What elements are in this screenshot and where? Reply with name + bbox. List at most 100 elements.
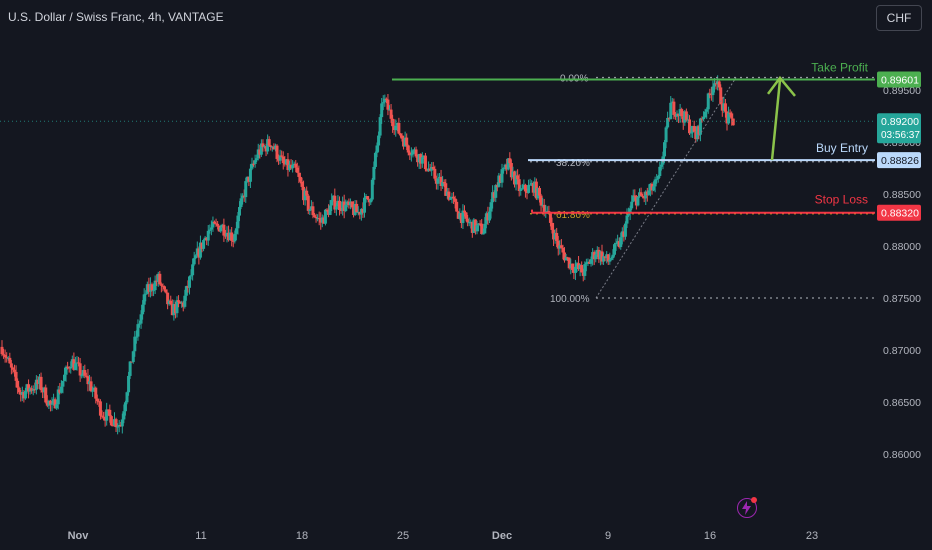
candle-body — [44, 387, 48, 403]
candle-body — [550, 222, 554, 230]
candle-body — [191, 264, 195, 276]
candle-body — [236, 215, 240, 229]
candle-body — [455, 201, 459, 212]
candle-body — [294, 163, 298, 168]
candle-body — [2, 354, 6, 356]
candle-body — [442, 181, 446, 184]
candle-body — [120, 419, 124, 427]
candle-body — [344, 204, 348, 211]
candle-body — [83, 370, 87, 376]
candle-body — [608, 259, 612, 262]
candle-body — [11, 367, 15, 370]
candle-body — [303, 190, 307, 201]
projection-arrow-head — [767, 75, 796, 97]
candle-body — [408, 152, 412, 156]
candle-body — [375, 145, 379, 153]
candle-body — [705, 109, 709, 112]
x-tick-label: 9 — [605, 530, 611, 542]
candle-body — [223, 235, 227, 237]
candle-body — [205, 237, 209, 241]
currency-button[interactable]: CHF — [876, 5, 922, 31]
candle-body — [445, 191, 449, 196]
candle-body — [266, 139, 270, 152]
candle-body — [47, 400, 51, 406]
candle-body — [708, 93, 712, 95]
stop-loss-price-badge — [877, 204, 921, 221]
candle-body — [528, 184, 532, 186]
candle-body — [575, 263, 579, 267]
candle-body — [298, 176, 302, 182]
candle-body — [186, 286, 190, 288]
projection-arrow-shaft — [770, 79, 782, 161]
candle-body — [27, 384, 31, 392]
candle-body — [66, 366, 70, 368]
lightning-icon[interactable] — [737, 497, 757, 518]
candle-body — [580, 265, 584, 273]
candle-body — [567, 257, 571, 269]
candle-body — [277, 158, 281, 161]
candle-body — [559, 245, 563, 248]
fib-trendline — [595, 77, 737, 299]
candle-body — [683, 111, 687, 123]
candle-body — [59, 386, 63, 393]
fib-level-label: 61.80% — [556, 210, 590, 221]
candle-body — [511, 171, 515, 178]
candle-body — [250, 163, 254, 169]
candle-body — [192, 258, 196, 265]
candle-body — [681, 116, 685, 123]
symbol-title: U.S. Dollar / Swiss Franc, 4h, VANTAGE — [8, 10, 224, 24]
candle-body — [441, 181, 445, 187]
candle-body — [164, 289, 168, 293]
candle-body — [573, 266, 577, 273]
candle-body — [131, 351, 135, 363]
candle-body — [341, 201, 345, 211]
price-badge-value: 0.88320 — [881, 208, 919, 220]
candle-body — [230, 232, 234, 241]
candle-body — [333, 195, 337, 210]
candle-body — [38, 376, 41, 384]
candle-body — [259, 143, 263, 155]
candle-body — [261, 143, 265, 148]
candle-body — [245, 176, 249, 182]
candle-body — [203, 237, 207, 241]
candle-body — [14, 371, 18, 381]
candle-body — [20, 391, 24, 395]
candle-body — [717, 81, 721, 88]
candle-body — [502, 167, 506, 170]
candle-body — [150, 284, 154, 291]
candle-body — [467, 222, 471, 224]
candle-body — [370, 179, 374, 200]
candle-body — [481, 233, 485, 235]
candle-body — [598, 251, 602, 260]
candle-body — [339, 210, 343, 212]
y-tick-label: 0.87500 — [883, 293, 921, 305]
candle-body — [336, 200, 340, 207]
candle-body — [136, 324, 140, 337]
candle-body — [347, 201, 351, 206]
candle-body — [313, 215, 316, 217]
candle-body — [219, 227, 223, 232]
candle-body — [398, 133, 402, 136]
candle-body — [39, 376, 43, 391]
candle-body — [275, 145, 279, 159]
y-tick-label: 0.87000 — [883, 345, 921, 357]
candle-body — [416, 156, 420, 163]
candle-body — [622, 231, 626, 237]
candle-body — [675, 113, 679, 117]
candle-body — [539, 195, 543, 206]
candle-body — [70, 359, 74, 367]
candle-body — [509, 163, 513, 178]
y-tick-label: 0.88500 — [883, 189, 921, 201]
candle-body — [722, 103, 726, 111]
candle-body — [552, 229, 556, 240]
candle-body — [247, 176, 251, 182]
candle-body — [342, 201, 346, 211]
candle-body — [267, 139, 271, 146]
candle-body — [283, 163, 287, 165]
candle-body — [364, 196, 368, 198]
candle-body — [488, 211, 491, 221]
candle-body — [725, 111, 729, 124]
candle-body — [309, 206, 313, 210]
